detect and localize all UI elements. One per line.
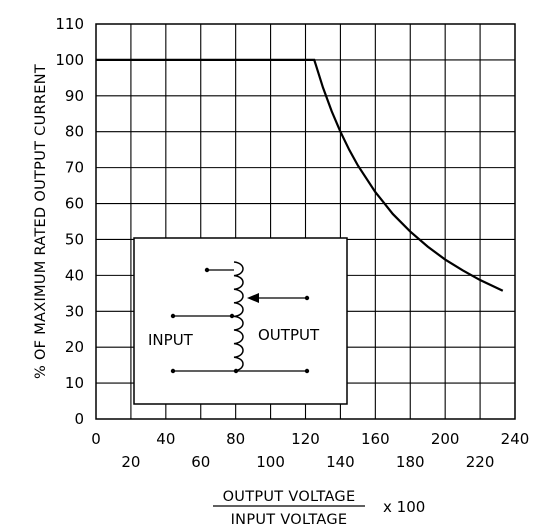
x-tick-label-minor: 60 <box>191 453 210 471</box>
y-tick-label: 20 <box>65 338 84 356</box>
inset-background <box>134 238 347 404</box>
y-tick-label: 90 <box>65 87 84 105</box>
x-tick-label-major: 240 <box>501 430 530 448</box>
x-tick-label-minor: 140 <box>326 453 355 471</box>
x-tick-label-major: 40 <box>156 430 175 448</box>
terminal-dot <box>205 268 209 272</box>
x-tick-label-major: 0 <box>91 430 101 448</box>
x-axis-label-denominator: INPUT VOLTAGE <box>231 512 348 528</box>
x-tick-label-major: 120 <box>291 430 320 448</box>
x-tick-label-minor: 220 <box>466 453 495 471</box>
terminal-dot <box>171 314 175 318</box>
x-axis-label-multiplier: x 100 <box>383 498 425 516</box>
inset-input-label: INPUT <box>148 331 194 349</box>
y-tick-label: 70 <box>65 159 84 177</box>
x-tick-label-minor: 180 <box>396 453 425 471</box>
y-tick-label: 50 <box>65 230 84 248</box>
x-tick-label-major: 200 <box>431 430 460 448</box>
x-axis-label-numerator: OUTPUT VOLTAGE <box>223 489 356 505</box>
y-tick-label: 30 <box>65 302 84 320</box>
inset-autotransformer-diagram: INPUT OUTPUT <box>134 238 347 404</box>
x-tick-label-minor: 100 <box>256 453 285 471</box>
x-tick-label-major: 80 <box>226 430 245 448</box>
y-tick-label: 10 <box>65 374 84 392</box>
y-tick-label: 100 <box>55 51 84 69</box>
y-tick-label: 60 <box>65 195 84 213</box>
y-tick-label: 0 <box>74 410 84 428</box>
x-tick-labels: 0 40 80 120 160 200 240 20 60 100 140 180 220 <box>91 430 529 471</box>
y-tick-label: 80 <box>65 123 84 141</box>
x-tick-label-minor: 20 <box>121 453 140 471</box>
y-tick-label: 110 <box>55 15 84 33</box>
y-tick-label: 40 <box>65 266 84 284</box>
terminal-dot <box>230 314 234 318</box>
terminal-dot <box>171 369 175 373</box>
terminal-dot <box>305 369 309 373</box>
x-tick-label-major: 160 <box>361 430 390 448</box>
y-axis-label: % OF MAXIMUM RATED OUTPUT CURRENT <box>33 64 49 379</box>
y-tick-labels: 0 10 20 30 40 50 60 70 80 90 100 110 <box>55 15 84 428</box>
inset-output-label: OUTPUT <box>258 326 320 344</box>
terminal-dot <box>305 296 309 300</box>
